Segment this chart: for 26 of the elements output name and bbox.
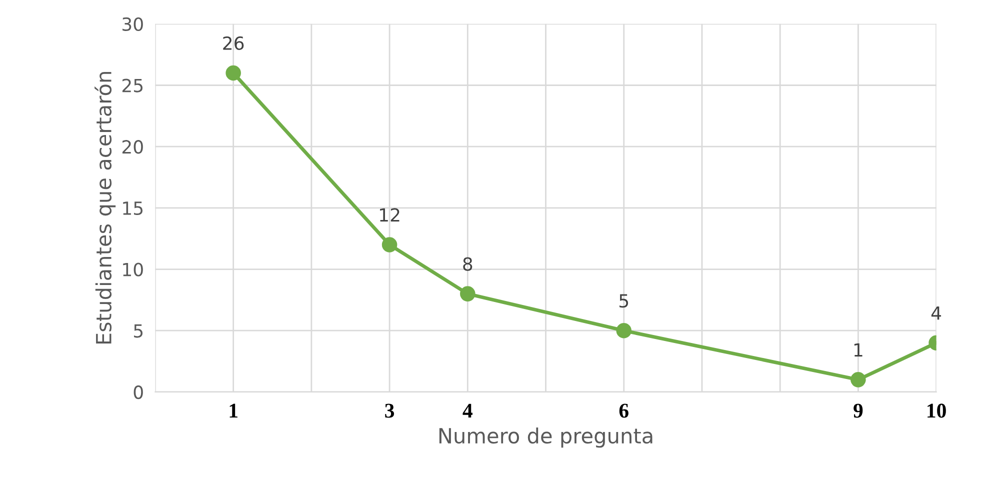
x-tick-label: 3 xyxy=(385,404,394,418)
data-label: 12 xyxy=(380,208,400,222)
point xyxy=(382,237,398,252)
x-axis-title: Numero de pregunta xyxy=(439,428,652,448)
point xyxy=(226,65,241,81)
y-tick-label: 30 xyxy=(122,17,143,32)
x-tick-label: 4 xyxy=(462,404,472,418)
data-label: 5 xyxy=(620,294,628,308)
y-tick-label: 5 xyxy=(134,324,143,338)
y-tick-label: 20 xyxy=(122,140,143,154)
data-label: 8 xyxy=(463,257,472,271)
point xyxy=(616,322,632,338)
data-label: 4 xyxy=(931,306,942,320)
x-tick-label: 10 xyxy=(928,404,946,418)
x-tick-label: 1 xyxy=(230,404,238,418)
x-tick-label: 9 xyxy=(854,404,863,418)
data-label: 1 xyxy=(854,343,862,356)
y-tick-label: 10 xyxy=(123,262,143,276)
y-tick-label: 15 xyxy=(123,202,143,216)
y-axis-title: Estudiantes que acertarón xyxy=(94,72,116,344)
y-tick-label: 0 xyxy=(134,385,143,400)
y-tick-label: 25 xyxy=(122,78,143,92)
point xyxy=(850,372,866,388)
data-label: 26 xyxy=(223,36,244,50)
point xyxy=(460,286,476,302)
x-tick-label: 6 xyxy=(619,404,628,418)
